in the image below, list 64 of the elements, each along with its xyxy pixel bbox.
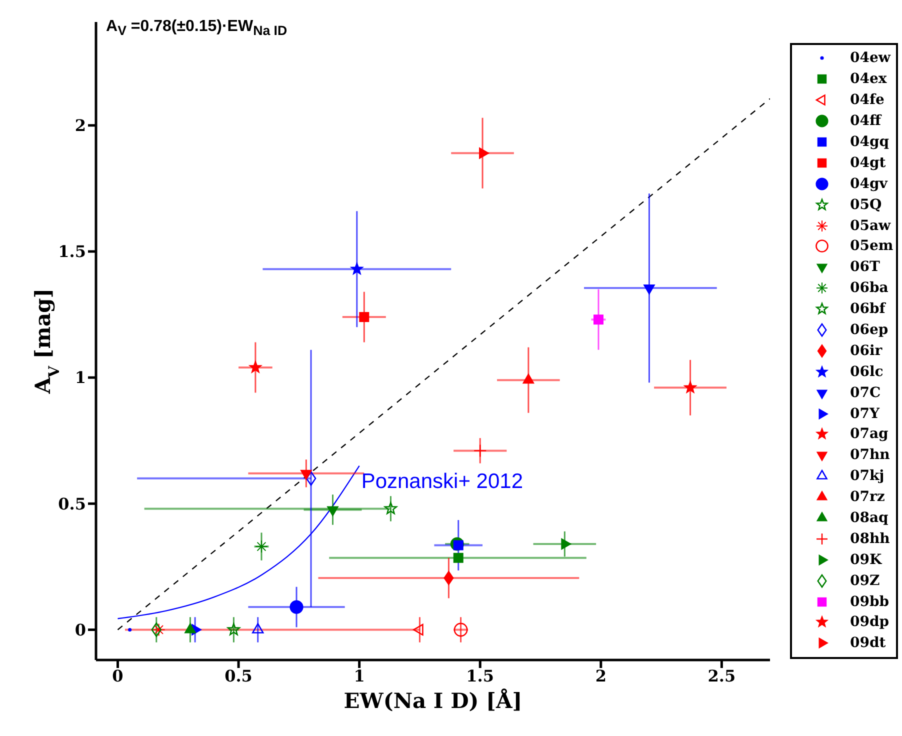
point: [184, 623, 196, 634]
legend-label: 06ep: [850, 322, 888, 338]
legend-label: 09K: [850, 552, 882, 568]
point: [151, 622, 162, 637]
x-tick-label: 0.5: [224, 666, 252, 686]
x-tick-label: 1: [354, 666, 365, 686]
point: [252, 623, 264, 634]
x-tick-label: 2.5: [708, 666, 736, 686]
legend-label: 09Z: [850, 572, 880, 589]
legend-label: 05em: [850, 238, 894, 254]
point: [684, 381, 696, 394]
legend-label: 09bb: [850, 594, 890, 610]
point: [384, 502, 398, 514]
y-tick-label: 0.5: [58, 494, 86, 514]
legend-label: 06ir: [850, 342, 882, 359]
legend-label: 04ex: [850, 71, 887, 88]
legend-label: 04gq: [850, 134, 890, 150]
point: [306, 471, 316, 486]
legend-label: 05aw: [850, 218, 891, 234]
point: [444, 570, 454, 586]
legend-label: 04ff: [850, 113, 881, 130]
legend-label: 06ba: [850, 280, 888, 296]
legend-label: 07ag: [850, 426, 888, 442]
x-axis-title: EW(Na I D) [Å]: [344, 688, 522, 713]
legend-label: 04gt: [850, 154, 886, 171]
point: [413, 624, 424, 636]
legend-label: 07Y: [850, 406, 880, 422]
legend-label: 04gv: [850, 176, 888, 192]
legend-label: 09dp: [850, 614, 890, 630]
legend-label: 07rz: [850, 489, 885, 506]
point: [227, 623, 240, 636]
point: [474, 444, 487, 458]
point: [128, 628, 132, 632]
point: [453, 552, 464, 563]
legend-label: 08aq: [850, 510, 888, 526]
x-tick-label: 0: [112, 666, 124, 686]
legend-label: 04fe: [850, 92, 884, 108]
legend-label: 08hh: [850, 530, 890, 547]
point: [254, 540, 268, 554]
point: [359, 312, 370, 322]
y-tick-label: 0: [74, 620, 86, 640]
series-label: Poznanski+ 2012: [361, 470, 524, 493]
point: [290, 600, 304, 614]
point: [152, 623, 166, 636]
legend-label: 07kj: [850, 468, 884, 484]
legend-label: 06bf: [850, 301, 886, 318]
annotation: A$_{V}$ =0.78(±0.15)·EW$_{Na ID}$: [106, 18, 288, 38]
legend-label: 06lc: [850, 364, 884, 380]
y-tick-label: 1.5: [58, 242, 86, 262]
legend-label: 09dt: [850, 635, 886, 652]
y-tick-label: 1: [74, 368, 86, 388]
legend-label: 07hn: [850, 447, 890, 464]
legend-label: 07C: [850, 384, 881, 401]
x-tick-label: 1.5: [466, 666, 494, 686]
x-tick-label: 2: [595, 666, 606, 686]
point: [522, 374, 534, 384]
legend-label: 06T: [850, 259, 880, 276]
point: [593, 314, 604, 325]
point: [249, 360, 262, 373]
point: [350, 262, 364, 274]
legend-label: 05Q: [850, 196, 882, 213]
y-tick-label: 2: [74, 116, 86, 136]
point: [454, 622, 468, 637]
legend-label: 04ew: [850, 50, 890, 66]
